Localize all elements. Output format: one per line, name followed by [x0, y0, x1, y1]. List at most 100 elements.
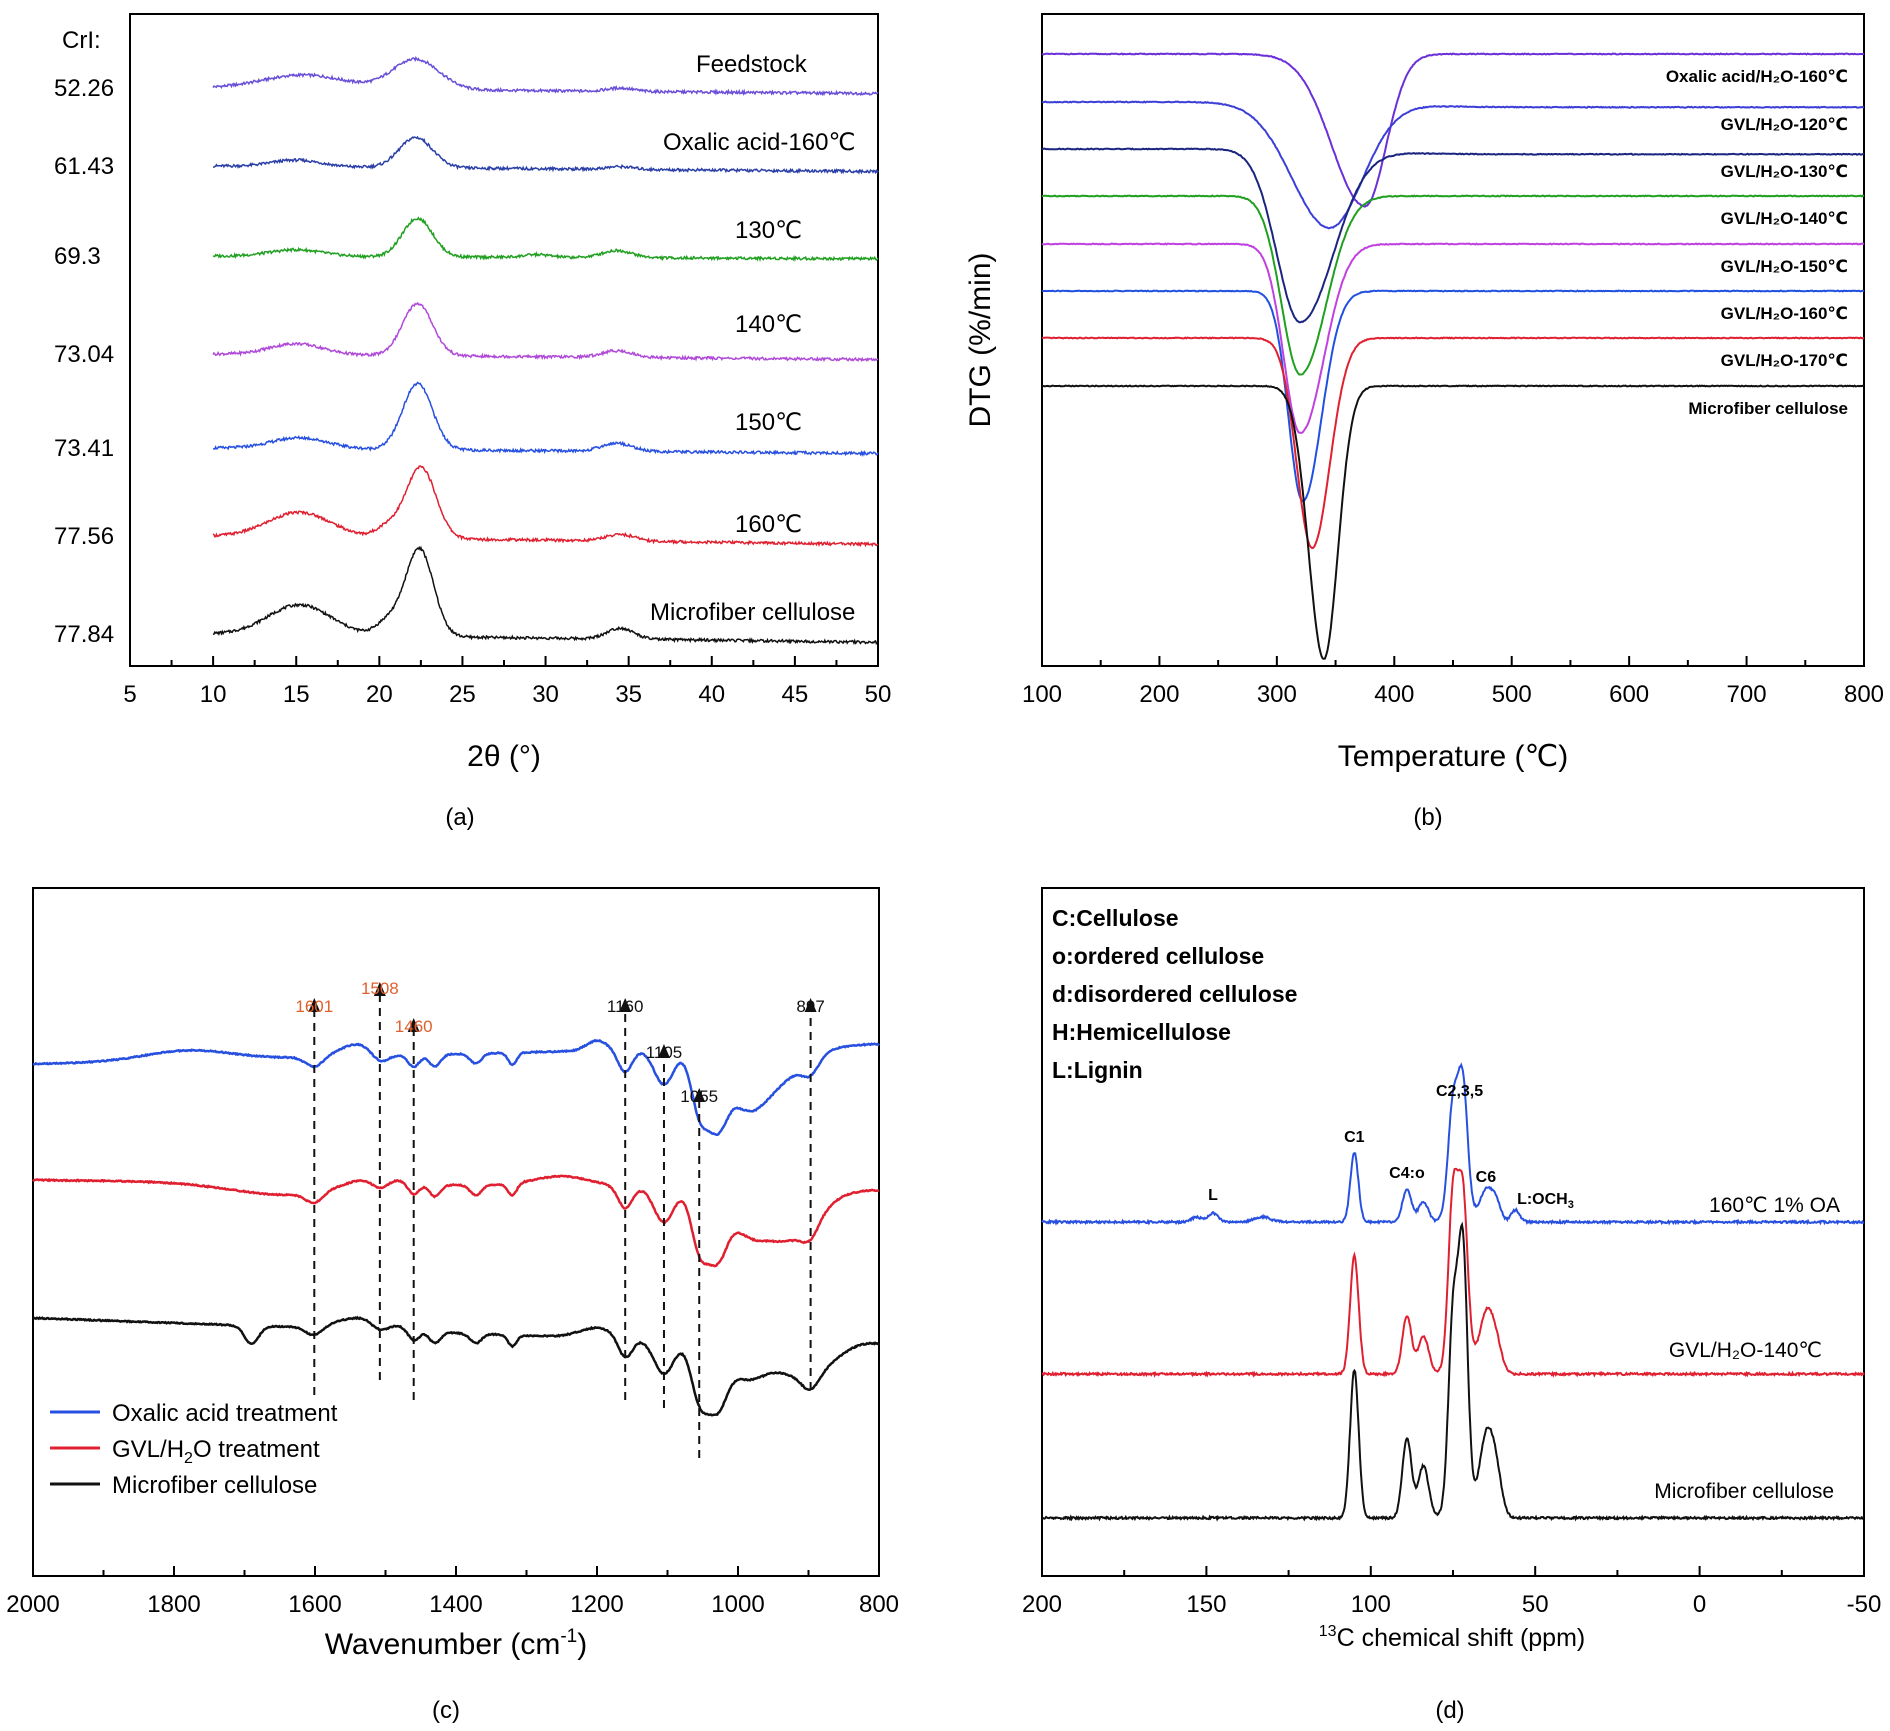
- dtg-series-label: GVL/H₂O-140℃: [1721, 209, 1848, 228]
- dtg-series-line: [1041, 384, 1865, 660]
- ftir-marker-arrowhead: [407, 1018, 420, 1032]
- panel-a-labels: Feedstock 52.26 Oxalic acid-160℃ 61.43 130℃ 6…: [54, 51, 855, 648]
- dtg-series-line: [1042, 194, 1865, 376]
- panel-b-dtg: Oxalic acid/H₂O-160℃ GVL/H₂O-120℃ GVL/H₂O-…: [964, 13, 1884, 831]
- panel-b-tick-label: 600: [1609, 681, 1649, 708]
- nmr-series-label: Microfiber cellulose: [1654, 1480, 1834, 1503]
- dtg-series-line: [1041, 52, 1865, 208]
- nmr-key-entry: d:disordered cellulose: [1052, 981, 1297, 1007]
- panel-d-tick-label: 150: [1186, 1591, 1226, 1618]
- panel-c-tick-label: 800: [859, 1591, 899, 1618]
- panel-a-tick-label: 25: [449, 681, 476, 708]
- panel-a-tick-label: 5: [123, 681, 136, 708]
- ftir-series-line: [32, 1038, 880, 1136]
- nmr-peak-label: C4:o: [1389, 1165, 1425, 1182]
- ftir-marker-arrowhead: [657, 1044, 670, 1058]
- panel-a-tick-label: 30: [532, 681, 559, 708]
- ftir-marker-arrowhead: [373, 982, 386, 996]
- panel-d-tick-label: 200: [1022, 1591, 1062, 1618]
- xrd-series-label: Microfiber cellulose: [650, 599, 855, 626]
- ftir-marker-arrowhead: [619, 998, 632, 1012]
- panel-b-x-ticks: 100 200 300 400 500 600 700 800: [1022, 656, 1884, 708]
- xrd-crl-value: 77.56: [54, 523, 114, 550]
- panel-c-x-axis-label: Wavenumber (cm-1): [325, 1626, 588, 1661]
- panel-b-caption: (b): [1413, 804, 1442, 831]
- panel-b-curves: [1041, 52, 1865, 660]
- panel-a-tick-label: 10: [200, 681, 227, 708]
- panel-c-x-ticks: 2000 1800 1600 1400 1200 1000 800: [6, 1566, 899, 1618]
- panel-c-tick-label: 1600: [288, 1591, 341, 1618]
- xrd-series-line: [212, 465, 879, 548]
- dtg-series-label: GVL/H₂O-170℃: [1721, 351, 1848, 370]
- panel-a-tick-label: 20: [366, 681, 393, 708]
- panel-b-x-axis-label: Temperature (℃): [1338, 740, 1568, 773]
- dtg-series-line: [1041, 147, 1864, 324]
- panel-c-tick-label: 1800: [147, 1591, 200, 1618]
- panel-b-tick-label: 300: [1257, 681, 1297, 708]
- xrd-series-label: 140℃: [735, 311, 802, 338]
- xrd-series-line: [212, 216, 879, 263]
- panel-d-nmr: C:Cellulose o:ordered cellulose d:disorder…: [1022, 887, 1881, 1724]
- panel-c-tick-label: 2000: [6, 1591, 59, 1618]
- ftir-legend-label: GVL/H2O treatment: [112, 1436, 320, 1467]
- xrd-crl-value: 73.04: [54, 341, 114, 368]
- nmr-series-label: 160℃ 1% OA: [1709, 1194, 1840, 1217]
- nmr-series-line: [1041, 1167, 1865, 1378]
- panel-d-key: C:Cellulose o:ordered cellulose d:disorder…: [1052, 905, 1297, 1083]
- ftir-marker-label: 1160: [607, 997, 644, 1016]
- nmr-peak-label: L: [1208, 1187, 1218, 1204]
- panel-d-tick-label: 0: [1693, 1591, 1706, 1618]
- xrd-crl-value: 61.43: [54, 153, 114, 180]
- dtg-series-label: GVL/H₂O-150℃: [1721, 257, 1848, 276]
- panel-a-curves: [212, 55, 879, 646]
- xrd-series-line: [212, 381, 879, 457]
- dtg-series-line: [1041, 289, 1865, 503]
- panel-b-labels: Oxalic acid/H₂O-160℃ GVL/H₂O-120℃ GVL/H₂O-…: [1666, 67, 1848, 418]
- nmr-peak-label: C6: [1476, 1169, 1497, 1186]
- panel-c-legend: Oxalic acid treatment GVL/H2O treatment Mi…: [50, 1400, 338, 1499]
- nmr-x-axis-label-text: 13C chemical shift (ppm): [1319, 1623, 1585, 1652]
- panel-c-tick-label: 1000: [711, 1591, 764, 1618]
- panel-c-annotations: 1601 1508 1460 1160 1105 1055 897: [295, 979, 825, 1458]
- panel-a-crl-header: CrI:: [62, 27, 101, 54]
- panel-a-tick-label: 15: [283, 681, 310, 708]
- dtg-series-label: GVL/H₂O-120℃: [1721, 115, 1848, 134]
- panel-a-frame: [129, 13, 879, 667]
- ftir-marker-label: 1601: [295, 997, 333, 1016]
- dtg-series-label: GVL/H₂O-160℃: [1721, 304, 1848, 323]
- xrd-series-label: 150℃: [735, 409, 802, 436]
- xrd-series-line: [212, 301, 879, 363]
- panel-a-xrd: Feedstock 52.26 Oxalic acid-160℃ 61.43 130℃ 6…: [54, 13, 892, 831]
- ftir-series-line: [32, 1174, 880, 1268]
- ftir-series-line: [32, 1315, 880, 1417]
- panel-a-tick-label: 45: [782, 681, 809, 708]
- panel-d-tick-label: 50: [1522, 1591, 1549, 1618]
- dtg-series-label: GVL/H₂O-130℃: [1721, 162, 1848, 181]
- panel-c-tick-label: 1400: [429, 1591, 482, 1618]
- panel-a-tick-label: 35: [615, 681, 642, 708]
- ftir-marker-label: 1055: [680, 1087, 718, 1106]
- ftir-marker-arrowhead: [804, 998, 817, 1012]
- dtg-series-line: [1041, 100, 1865, 230]
- nmr-key-entry: C:Cellulose: [1052, 905, 1179, 931]
- panel-d-x-ticks: 200 150 100 50 0 -50: [1022, 1566, 1881, 1618]
- ftir-marker-arrowhead: [693, 1088, 706, 1102]
- panel-d-x-axis-label: 13C chemical shift (ppm): [1319, 1623, 1585, 1652]
- panel-a-tick-label: 50: [865, 681, 892, 708]
- nmr-peak-label: C1: [1344, 1129, 1365, 1146]
- nmr-key-entry: o:ordered cellulose: [1052, 943, 1264, 969]
- panel-d-peak-labels: L C1 C4:o C2,3,5 C6 L:OCH3: [1208, 1083, 1574, 1211]
- ftir-marker-label: 1105: [646, 1043, 683, 1062]
- ftir-legend-label: Oxalic acid treatment: [112, 1400, 338, 1427]
- ftir-marker-label: 1508: [361, 979, 399, 998]
- nmr-series-label: GVL/H₂O-140℃: [1669, 1339, 1822, 1362]
- xrd-series-label: 130℃: [735, 217, 802, 244]
- ftir-marker-arrowhead: [308, 998, 321, 1012]
- nmr-series-line: [1042, 1221, 1864, 1522]
- panel-b-tick-label: 400: [1374, 681, 1414, 708]
- panel-c-tick-label: 1200: [570, 1591, 623, 1618]
- xrd-crl-value: 69.3: [54, 243, 101, 270]
- panel-b-tick-label: 100: [1022, 681, 1062, 708]
- panel-a-tick-label: 40: [698, 681, 725, 708]
